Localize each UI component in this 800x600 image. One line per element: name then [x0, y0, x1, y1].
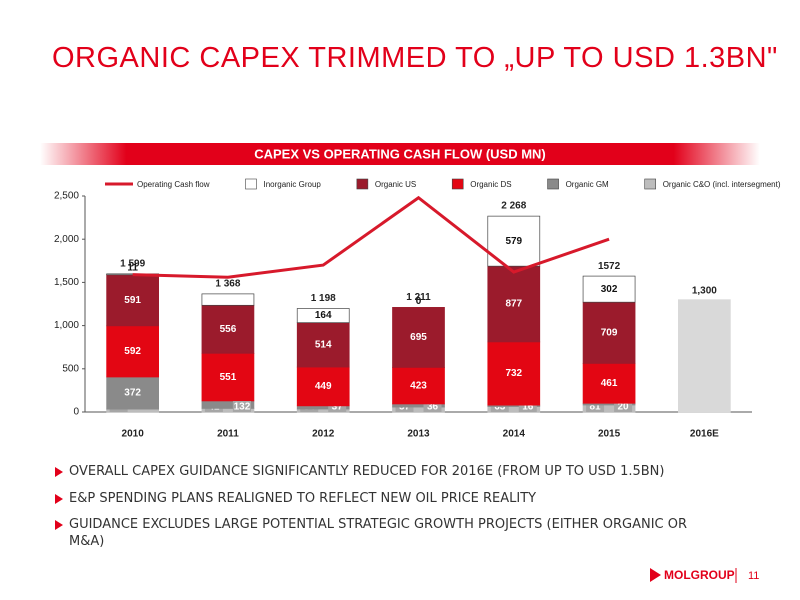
label-box — [518, 401, 537, 412]
data-label: 695 — [410, 332, 427, 343]
bar-segment — [201, 352, 255, 402]
x-tick-label: 2014 — [503, 429, 526, 440]
x-tick-label: 2015 — [598, 429, 621, 440]
data-label: 591 — [124, 295, 141, 306]
legend-swatch — [644, 178, 657, 190]
data-label: 514 — [315, 340, 332, 351]
y-tick-label: 1,000 — [54, 320, 79, 331]
data-label: 423 — [410, 380, 427, 391]
data-label: 16 — [522, 402, 534, 413]
legend-swatch — [451, 178, 464, 190]
bar-segment — [106, 325, 159, 378]
total-label: 2 268 — [501, 201, 526, 212]
bullet: E&P SPENDING PLANS REALIGNED TO REFLECT … — [55, 490, 789, 507]
bar-segment — [678, 299, 731, 413]
data-label: 164 — [315, 310, 332, 321]
legend-label: Organic DS — [470, 180, 511, 189]
label-box — [586, 401, 605, 412]
label-box — [232, 401, 251, 412]
logo: MOLGROUP — [664, 568, 735, 582]
banner — [40, 143, 760, 165]
y-tick-label: 2,000 — [54, 234, 79, 245]
total-label: 1 599 — [120, 258, 145, 269]
data-label: 372 — [124, 388, 141, 399]
legend-label: Organic C&O (incl. intersegment) — [663, 180, 781, 189]
chart-title: CAPEX VS OPERATING CASH FLOW (USD MN) — [254, 146, 546, 161]
bar-segment — [296, 366, 350, 407]
total-label: 1 368 — [215, 278, 240, 289]
data-label: 37 — [332, 402, 344, 413]
data-label: 592 — [124, 346, 141, 357]
data-label: 20 — [618, 402, 630, 413]
bar-segment — [487, 341, 541, 406]
label-box — [328, 401, 347, 412]
data-label: 302 — [601, 284, 618, 295]
bullet: OVERALL CAPEX GUIDANCE SIGNIFICANTLY RED… — [55, 463, 789, 480]
data-label: 877 — [505, 299, 522, 310]
legend-label: Operating Cash flow — [137, 180, 210, 189]
bar-segment — [106, 274, 159, 327]
data-label: 551 — [220, 372, 237, 383]
label-box — [423, 401, 442, 412]
total-label: 1 211 — [406, 292, 431, 303]
x-tick-label: 2013 — [407, 429, 430, 440]
bar-segment — [582, 363, 636, 404]
slide-title: ORGANIC CAPEX TRIMMED TO „UP TO USD 1.3B… — [52, 42, 778, 74]
data-label: 81 — [590, 402, 602, 413]
data-label: 449 — [315, 381, 332, 392]
y-tick-label: 2,500 — [54, 191, 79, 202]
bar-segment — [582, 275, 636, 303]
data-label: 461 — [601, 378, 618, 389]
bar-segment — [201, 304, 255, 354]
y-tick-label: 500 — [62, 363, 79, 374]
page-number: 11 — [748, 570, 759, 582]
legend-label: Inorganic Group — [263, 180, 321, 189]
legend-label: Organic GM — [566, 180, 609, 189]
y-tick-label: 0 — [73, 407, 79, 418]
bar-segment — [487, 265, 541, 343]
bullet: GUIDANCE EXCLUDES LARGE POTENTIAL STRATE… — [55, 516, 719, 550]
data-label: 11 — [127, 262, 138, 273]
x-tick-label: 2016E — [690, 429, 719, 440]
x-tick-label: 2012 — [312, 429, 335, 440]
data-label: 36 — [427, 402, 439, 413]
legend-swatch — [547, 178, 559, 190]
bar-segment — [296, 308, 350, 324]
total-label: 1572 — [598, 261, 621, 272]
x-tick-label: 2011 — [217, 429, 239, 440]
y-tick-label: 1,500 — [54, 277, 79, 288]
data-label: 63 — [494, 402, 506, 413]
data-label: 709 — [601, 327, 618, 338]
data-label: 732 — [505, 368, 522, 379]
legend-label: Organic US — [375, 180, 416, 189]
data-label: 556 — [220, 324, 237, 335]
bar-segment — [106, 376, 159, 410]
bar-segment — [392, 307, 445, 368]
bar-segment — [392, 367, 445, 405]
data-label: 0 — [416, 296, 422, 307]
total-label: 1 198 — [311, 293, 336, 304]
legend-swatch — [245, 178, 257, 190]
x-tick-label: 2010 — [122, 429, 145, 440]
logo-icon — [650, 568, 661, 582]
line — [132, 195, 610, 279]
bar-segment — [296, 322, 350, 368]
bar-segment — [201, 293, 255, 306]
data-label: 1,300 — [692, 285, 717, 296]
label-box — [614, 401, 633, 412]
data-label: 579 — [505, 236, 522, 247]
data-label: 132 — [234, 402, 251, 413]
legend-swatch — [356, 178, 369, 190]
